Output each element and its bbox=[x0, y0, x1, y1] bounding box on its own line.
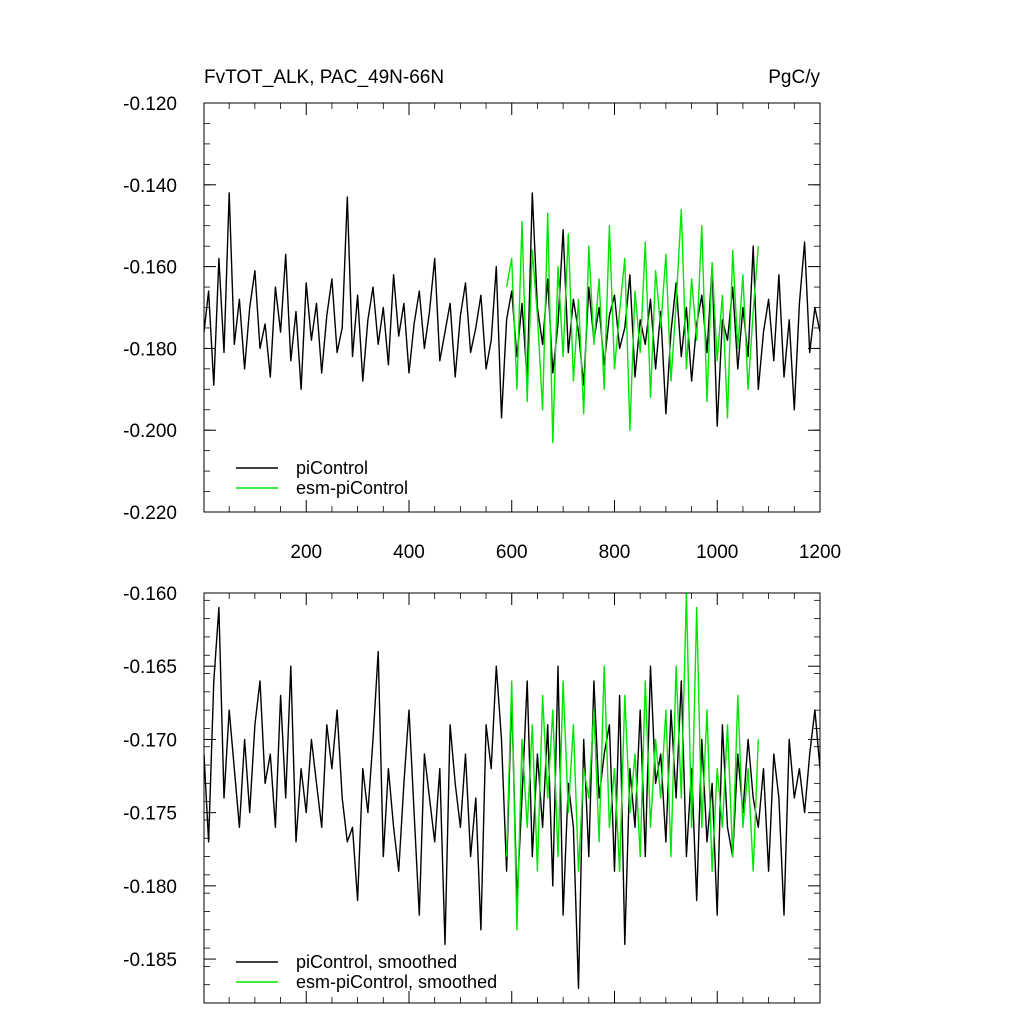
legend-label-0: piControl, smoothed bbox=[296, 952, 457, 972]
x-tick-label: 800 bbox=[599, 542, 631, 563]
series-group bbox=[204, 192, 820, 444]
y-tick-label: -0.140 bbox=[123, 176, 177, 197]
y-tick-label: -0.165 bbox=[123, 657, 177, 678]
y-tick-label: -0.120 bbox=[123, 94, 177, 115]
legend-label-1: esm-piControl bbox=[296, 478, 408, 498]
chart-title: FvTOT_ALK, PAC_49N-66N bbox=[204, 67, 444, 88]
series-line-0 bbox=[204, 606, 820, 990]
legend-label-1: esm-piControl, smoothed bbox=[296, 972, 497, 992]
plot-frame bbox=[203, 592, 821, 1004]
y-tick-label: -0.200 bbox=[123, 421, 177, 442]
x-tick-label: 1200 bbox=[799, 542, 841, 563]
chart-top: FvTOT_ALK, PAC_49N-66N PgC/y -0.120 -0.14… bbox=[123, 67, 841, 563]
x-tick-label: 1000 bbox=[696, 542, 738, 563]
y-tick-label: -0.160 bbox=[123, 258, 177, 279]
axes: -0.120 -0.140 -0.160 -0.180 -0.200 -0.220 200 4… bbox=[123, 94, 841, 563]
y-tick-label: -0.180 bbox=[123, 877, 177, 898]
y-tick-label: -0.160 bbox=[123, 584, 177, 605]
y-tick-label: -0.185 bbox=[123, 950, 177, 971]
plot-frame bbox=[203, 102, 821, 513]
y-tick-label: -0.220 bbox=[123, 503, 177, 524]
series-line-1 bbox=[505, 208, 759, 444]
chart-bottom: -0.160 -0.165 -0.170 -0.175 -0.180 -0.185 piC… bbox=[123, 584, 821, 1004]
y-tick-label: -0.180 bbox=[123, 339, 177, 360]
x-tick-label: 200 bbox=[290, 542, 322, 563]
x-tick-label: 600 bbox=[496, 542, 528, 563]
y-tick-label: -0.175 bbox=[123, 804, 177, 825]
legend-label-0: piControl bbox=[296, 458, 368, 478]
axes: -0.160 -0.165 -0.170 -0.175 -0.180 -0.185 bbox=[123, 584, 821, 1004]
series-line-1 bbox=[505, 593, 759, 931]
series-group bbox=[204, 593, 820, 990]
y-tick-label: -0.170 bbox=[123, 730, 177, 751]
x-tick-label: 400 bbox=[393, 542, 425, 563]
series-line-0 bbox=[204, 192, 820, 427]
chart-units: PgC/y bbox=[768, 67, 820, 88]
